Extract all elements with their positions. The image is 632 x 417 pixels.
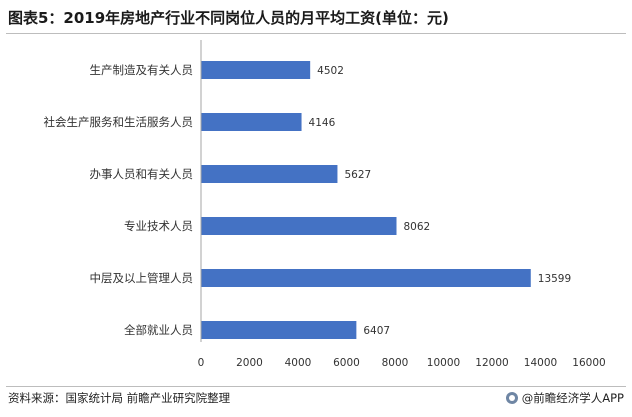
x-tick-label: 0	[198, 357, 205, 369]
qianzhan-logo-icon	[505, 392, 518, 404]
x-tick-label: 12000	[475, 357, 508, 369]
chart-title: 图表5：2019年房地产行业不同岗位人员的月平均工资(单位：元)	[8, 9, 449, 27]
value-label: 5627	[344, 169, 371, 181]
x-tick-label: 2000	[236, 357, 263, 369]
x-tick-label: 14000	[524, 357, 557, 369]
x-tick-label: 10000	[427, 357, 460, 369]
x-tick-label: 16000	[572, 357, 605, 369]
x-tick-labels: 0 2000 4000 6000 8000 10000 12000 14000 16000	[198, 357, 606, 369]
category-label: 全部就业人员	[124, 323, 193, 337]
value-labels: 4502 4146 5627 8062 13599 6407	[309, 65, 572, 337]
footer-divider	[6, 386, 626, 387]
category-label: 社会生产服务和生活服务人员	[44, 115, 194, 129]
footer: 资料来源：国家统计局 前瞻产业研究院整理 @前瞻经济学人APP	[8, 390, 624, 410]
brand-credit: @前瞻经济学人APP	[505, 390, 624, 406]
bar	[201, 165, 338, 183]
category-label: 办事人员和有关人员	[90, 167, 194, 181]
brand-text: @前瞻经济学人APP	[521, 391, 624, 405]
category-label: 中层及以上管理人员	[90, 271, 194, 285]
value-label: 4502	[317, 65, 344, 77]
value-label: 4146	[309, 117, 336, 129]
bar	[201, 113, 302, 131]
x-tick-label: 6000	[333, 357, 360, 369]
value-label: 8062	[404, 221, 431, 233]
source-note: 资料来源：国家统计局 前瞻产业研究院整理	[8, 391, 231, 405]
category-label: 专业技术人员	[124, 219, 193, 233]
x-tick-label: 8000	[382, 357, 409, 369]
category-labels: 生产制造及有关人员社会生产服务和生活服务人员办事人员和有关人员专业技术人员中层及…	[44, 63, 194, 337]
value-label: 6407	[363, 325, 390, 337]
bars-group	[201, 61, 531, 339]
bar	[201, 61, 311, 79]
bar-chart: 生产制造及有关人员社会生产服务和生活服务人员办事人员和有关人员专业技术人员中层及…	[44, 40, 606, 369]
bar	[201, 269, 531, 287]
x-tick-label: 4000	[285, 357, 312, 369]
value-label: 13599	[538, 273, 571, 285]
category-label: 生产制造及有关人员	[90, 63, 194, 77]
bar	[201, 321, 357, 339]
bar	[201, 217, 397, 235]
title-divider	[6, 33, 626, 34]
